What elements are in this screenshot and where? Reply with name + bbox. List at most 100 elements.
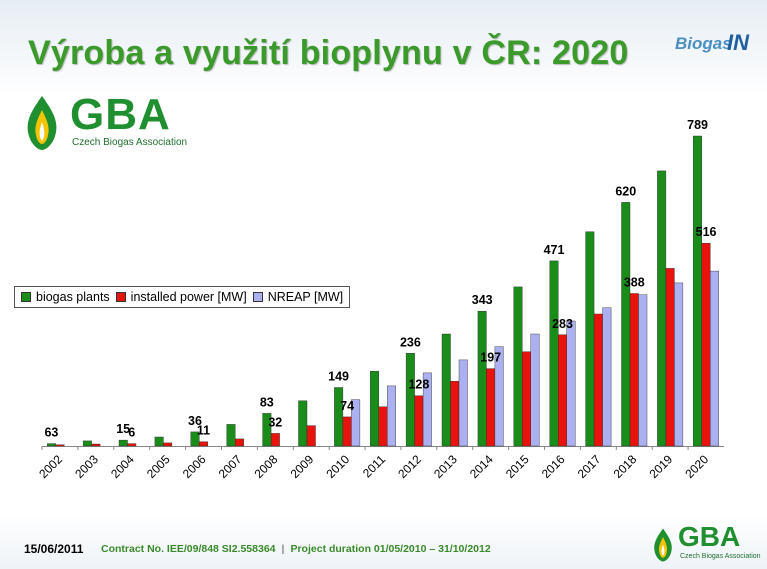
bar-nreap-mw-2020 [710,270,719,447]
bar-installed-power-mw-2018 [629,293,639,447]
bar-installed-power-mw-2004 [127,443,137,447]
x-tick-label-2015: 2015 [503,452,532,481]
legend-label-installed-power: installed power [MW] [130,290,247,304]
footer-project-duration: Project duration 01/05/2010 – 31/10/2012 [290,543,491,555]
data-label-2006-3: 36 [188,414,202,428]
footer-separator: | [281,543,285,555]
biogasin-logo-part2: IN [727,30,749,55]
bar-installed-power-mw-2006 [199,441,209,447]
gba-logo-small-text: GBA [678,521,741,552]
bar-nreap-mw-2010 [351,399,361,447]
legend-item-installed-power: installed power [MW] [115,290,247,304]
bar-nreap-mw-2014 [494,346,504,447]
x-tick-label-2012: 2012 [395,452,424,481]
bar-biogas-plants-2004 [118,439,128,447]
legend-item-nreap: NREAP [MW] [252,290,344,304]
x-tick-label-2004: 2004 [108,452,137,481]
legend-swatch-installed-power [115,292,126,302]
bar-installed-power-mw-2012 [414,395,424,447]
x-tick-label-2003: 2003 [72,452,101,481]
bar-nreap-mw-2018 [638,294,648,447]
biogasin-logo-part1: Biogas [675,34,732,53]
bar-nreap-mw-2019 [674,282,684,447]
bar-biogas-plants-2013 [441,333,451,447]
data-label-2010-7: 149 [328,370,349,384]
x-tick-label-2005: 2005 [144,452,173,481]
data-label-2006-4: 11 [197,424,210,438]
bar-installed-power-mw-2008 [270,433,280,447]
bar-nreap-mw-2013 [458,359,468,447]
bar-biogas-plants-2003 [82,440,92,447]
legend-label-biogas-plants: biogas plants [36,290,110,304]
bar-installed-power-mw-2013 [450,381,460,447]
x-tick-label-2010: 2010 [323,452,352,481]
gba-logo-text: GBA [70,90,171,139]
data-label-2002-0: 63 [44,426,58,440]
bar-installed-power-mw-2005 [163,442,173,447]
bar-installed-power-mw-2019 [665,268,675,447]
data-label-2004-1: 15 [116,422,130,436]
bar-biogas-plants-2014 [477,311,487,447]
bar-installed-power-mw-2003 [91,443,101,447]
biogasin-logo: Biogas IN [675,30,755,64]
flame-icon-small [654,528,672,562]
gba-logo-small: GBA Czech Biogas Association [650,521,761,567]
bar-biogas-plants-2005 [154,436,164,447]
data-label-2012-10: 128 [408,378,429,392]
data-label-2012-9: 236 [400,335,421,349]
data-label-2018-15: 620 [615,184,636,198]
bar-biogas-plants-2015 [513,286,523,447]
x-tick-label-2016: 2016 [539,452,568,481]
x-tick-label-2008: 2008 [252,452,281,481]
bar-nreap-mw-2017 [602,307,612,447]
legend-swatch-biogas-plants [21,292,31,302]
bar-biogas-plants-2016 [549,260,559,447]
x-tick-label-2017: 2017 [575,452,604,481]
x-tick-label-2013: 2013 [431,452,460,481]
bar-biogas-plants-2008 [262,413,272,447]
bar-biogas-plants-2007 [226,424,236,447]
x-tick-label-2018: 2018 [611,452,640,481]
legend-label-nreap: NREAP [MW] [267,290,344,304]
x-tick-label-2007: 2007 [216,452,245,481]
footer-contract: Contract No. IEE/09/848 SI2.558364 | Proje… [101,543,491,555]
bar-biogas-plants-2006 [190,431,200,447]
slide-title: Výroba a využití bioplynu v ČR: 2020 [28,34,629,72]
bar-installed-power-mw-2016 [558,334,567,447]
x-tick-label-2020: 2020 [682,452,711,481]
x-tick-label-2014: 2014 [467,452,496,481]
x-tick-label-2009: 2009 [288,452,317,481]
legend-swatch-nreap [252,292,263,302]
bar-nreap-mw-2012 [422,372,432,447]
footer-band [0,515,767,569]
flame-icon [27,96,57,150]
bar-installed-power-mw-2017 [593,313,603,447]
bar-biogas-plants-2012 [405,353,415,447]
footer-date: 15/06/2011 [24,542,84,556]
bar-biogas-plants-2017 [585,231,595,447]
bar-biogas-plants-2010 [334,387,344,447]
x-tick-label-2002: 2002 [36,452,65,481]
x-tick-label-2019: 2019 [646,452,675,481]
gba-logo: GBA Czech Biogas Association [24,90,199,152]
legend-item-biogas-plants: biogas plants [21,290,110,304]
bar-installed-power-mw-2002 [55,444,65,447]
data-label-2020-18: 516 [696,225,717,239]
data-label-2008-6: 32 [268,415,282,429]
data-label-2020-17: 789 [687,118,708,132]
data-label-2014-12: 197 [480,351,501,365]
bar-installed-power-mw-2010 [342,416,352,447]
bar-installed-power-mw-2015 [522,351,531,447]
bar-installed-power-mw-2020 [701,242,711,447]
footer-contract-number: Contract No. IEE/09/848 SI2.558364 [101,543,276,555]
bar-biogas-plants-2002 [47,443,56,447]
bar-biogas-plants-2019 [657,170,667,447]
bar-biogas-plants-2011 [370,371,379,447]
data-label-2008-5: 83 [260,395,274,409]
bar-nreap-mw-2016 [566,320,576,447]
bar-installed-power-mw-2014 [486,368,496,447]
data-label-2010-8: 74 [340,399,354,413]
bar-nreap-mw-2011 [387,385,396,447]
x-tick-label-2011: 2011 [360,452,388,480]
